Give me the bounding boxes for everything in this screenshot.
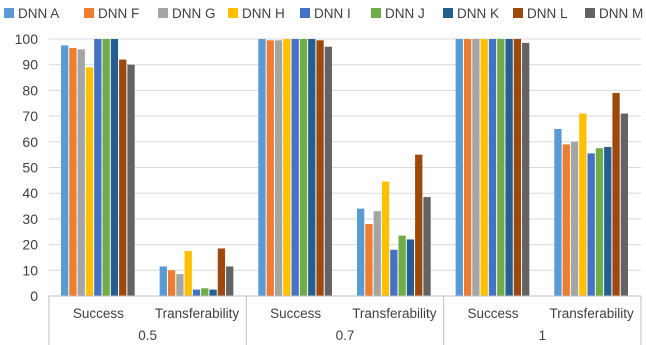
- bar-dnn-l-cat-5: [612, 92, 620, 296]
- x-category-label: Success: [73, 306, 124, 321]
- y-tick-label: 50: [22, 160, 38, 176]
- bar-dnn-j-cat-3: [398, 235, 406, 296]
- bar-dnn-l-cat-4: [513, 39, 522, 296]
- bar-dnn-j-cat-1: [201, 288, 209, 296]
- y-tick-label: 100: [15, 31, 39, 47]
- bar-dnn-f-cat-3: [365, 224, 373, 296]
- y-tick-label: 40: [22, 185, 38, 201]
- bar-dnn-g-cat-4: [472, 39, 480, 296]
- x-group-label: 1: [539, 328, 547, 343]
- bar-dnn-h-cat-1: [184, 251, 192, 296]
- bar-dnn-f-cat-4: [463, 39, 472, 296]
- legend-label: DNN H: [242, 6, 285, 21]
- bar-dnn-f-cat-2: [266, 40, 274, 296]
- bar-dnn-k-cat-5: [604, 146, 612, 296]
- bar-dnn-i-cat-1: [192, 289, 201, 296]
- gridlines: [49, 38, 641, 297]
- bar-dnn-l-cat-1: [217, 248, 226, 296]
- bar-dnn-i-cat-0: [94, 39, 102, 296]
- bar-dnn-a-cat-4: [455, 39, 463, 296]
- bar-dnn-i-cat-5: [587, 153, 595, 296]
- bars: [60, 39, 629, 297]
- y-tick-label: 80: [22, 82, 38, 98]
- bar-dnn-m-cat-1: [226, 266, 234, 296]
- legend-swatch: [513, 8, 523, 18]
- y-tick-label: 70: [22, 108, 38, 124]
- x-category-label: Transferability: [352, 306, 437, 321]
- bar-dnn-k-cat-3: [406, 239, 415, 296]
- legend-label: DNN A: [18, 6, 59, 21]
- y-tick-label: 0: [30, 288, 38, 304]
- legend-swatch: [4, 8, 14, 18]
- legend: DNN A DNN F DNN G DNN H DNN I DNN J DNN K DNN L…: [4, 6, 643, 21]
- bar-dnn-g-cat-2: [274, 40, 283, 296]
- bar-dnn-k-cat-0: [110, 39, 119, 296]
- bar-dnn-a-cat-5: [554, 128, 562, 296]
- legend-label: DNN G: [172, 6, 216, 21]
- x-category-label: Transferability: [155, 306, 240, 321]
- bar-dnn-h-cat-2: [283, 39, 291, 296]
- legend-swatch: [371, 8, 381, 18]
- x-category-label: Success: [270, 306, 321, 321]
- x-group-label: 0.5: [138, 328, 157, 343]
- bar-dnn-g-cat-5: [570, 141, 579, 296]
- bar-dnn-l-cat-3: [415, 154, 423, 296]
- legend-swatch: [84, 8, 94, 18]
- bar-dnn-m-cat-3: [423, 197, 431, 296]
- bar-dnn-l-cat-2: [316, 40, 324, 296]
- x-category-label: Success: [467, 306, 518, 321]
- legend-label: DNN J: [385, 6, 425, 21]
- bar-dnn-l-cat-0: [119, 59, 127, 297]
- y-tick-label: 30: [22, 211, 38, 227]
- bar-dnn-m-cat-2: [324, 46, 333, 297]
- legend-label: DNN L: [527, 6, 568, 21]
- legend-swatch: [228, 8, 238, 18]
- legend-swatch: [300, 8, 310, 18]
- bar-dnn-f-cat-0: [69, 47, 77, 297]
- bar-dnn-k-cat-4: [505, 39, 513, 296]
- legend-label: DNN M: [599, 6, 643, 21]
- y-axis: 0 10 20 30 40 50 60 70 80 90 100: [15, 31, 39, 304]
- bar-dnn-g-cat-1: [176, 274, 184, 296]
- bar-dnn-j-cat-2: [299, 39, 308, 296]
- bar-dnn-a-cat-2: [258, 39, 266, 296]
- bar-dnn-h-cat-5: [579, 113, 587, 296]
- x-category-label: Transferability: [550, 306, 635, 321]
- legend-swatch: [158, 8, 168, 18]
- bar-dnn-m-cat-0: [127, 64, 135, 296]
- bar-dnn-h-cat-0: [85, 67, 94, 297]
- legend-swatch: [585, 8, 595, 18]
- y-tick-label: 60: [22, 134, 38, 150]
- bar-dnn-k-cat-1: [209, 289, 217, 296]
- bar-dnn-a-cat-0: [60, 45, 69, 296]
- bar-dnn-i-cat-4: [488, 39, 497, 296]
- bar-dnn-a-cat-1: [159, 266, 167, 296]
- bar-dnn-k-cat-2: [308, 39, 316, 296]
- bar-dnn-h-cat-4: [480, 39, 488, 296]
- y-tick-label: 20: [22, 237, 38, 253]
- bar-dnn-a-cat-3: [356, 208, 365, 296]
- x-axis: Success Transferability 0.5 Success Transfer…: [48, 295, 642, 345]
- bar-dnn-g-cat-3: [373, 211, 381, 296]
- legend-label: DNN I: [314, 6, 351, 21]
- bar-dnn-m-cat-4: [522, 42, 530, 297]
- bar-dnn-j-cat-4: [497, 39, 505, 296]
- bar-dnn-j-cat-0: [102, 39, 110, 296]
- legend-label: DNN F: [98, 6, 139, 21]
- legend-label: DNN K: [457, 6, 499, 21]
- bar-dnn-i-cat-3: [390, 249, 398, 296]
- bar-dnn-j-cat-5: [595, 148, 604, 296]
- bar-dnn-h-cat-3: [381, 181, 390, 296]
- bar-dnn-m-cat-5: [620, 113, 629, 296]
- y-tick-label: 10: [22, 262, 38, 278]
- legend-swatch: [443, 8, 453, 18]
- bar-dnn-g-cat-0: [77, 49, 85, 296]
- x-group-label: 0.7: [336, 328, 355, 343]
- y-tick-label: 90: [22, 57, 38, 73]
- bar-dnn-f-cat-1: [167, 270, 176, 296]
- bar-dnn-i-cat-2: [291, 39, 299, 296]
- bar-dnn-f-cat-5: [562, 144, 570, 296]
